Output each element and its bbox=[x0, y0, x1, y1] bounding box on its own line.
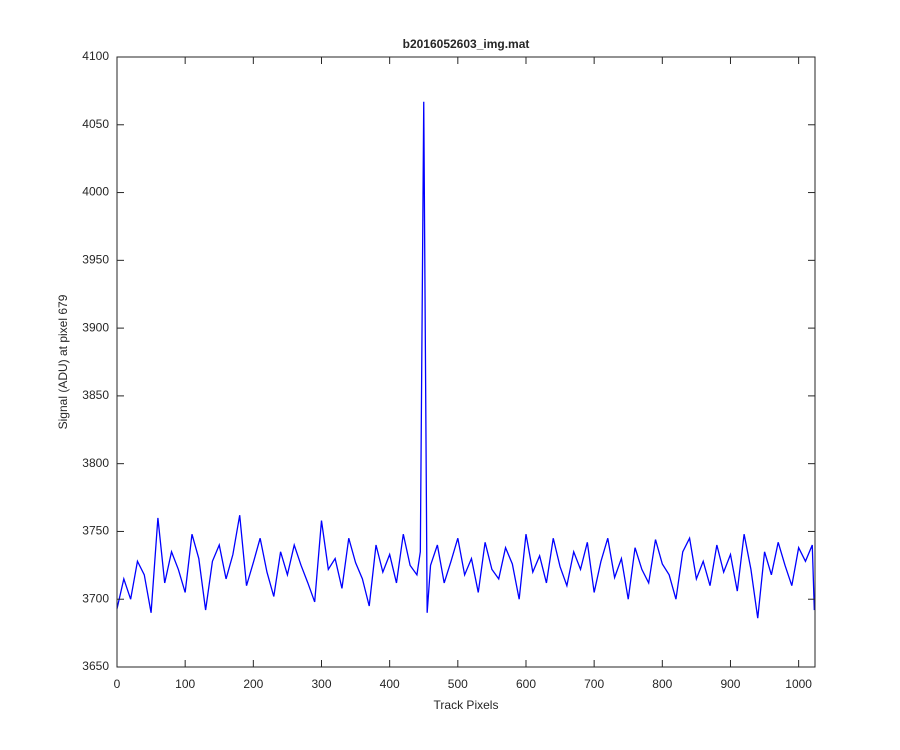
x-tick-label: 700 bbox=[584, 677, 604, 691]
x-tick-label: 200 bbox=[243, 677, 263, 691]
y-tick-label: 3700 bbox=[82, 591, 109, 605]
x-tick-label: 600 bbox=[516, 677, 536, 691]
x-tick-label: 900 bbox=[720, 677, 740, 691]
x-tick-label: 1000 bbox=[785, 677, 812, 691]
plot-box bbox=[116, 56, 816, 668]
y-tick-label: 3750 bbox=[82, 524, 109, 538]
x-axis-label: Track Pixels bbox=[434, 698, 499, 712]
x-tick-label: 800 bbox=[652, 677, 672, 691]
x-tick-label: 100 bbox=[175, 677, 195, 691]
y-tick-label: 3800 bbox=[82, 456, 109, 470]
y-tick-label: 4000 bbox=[82, 185, 109, 199]
y-tick-label: 4050 bbox=[82, 117, 109, 131]
y-tick-label: 3950 bbox=[82, 253, 109, 267]
y-tick-label: 3900 bbox=[82, 320, 109, 334]
y-tick-label: 4100 bbox=[82, 49, 109, 63]
y-axis-label: Signal (ADU) at pixel 679 bbox=[56, 294, 70, 429]
y-tick-label: 3650 bbox=[82, 659, 109, 673]
x-tick-label: 400 bbox=[380, 677, 400, 691]
data-line bbox=[116, 101, 815, 619]
x-tick-label: 0 bbox=[114, 677, 121, 691]
chart-title: b2016052603_img.mat bbox=[403, 37, 530, 51]
y-tick-label: 3850 bbox=[82, 388, 109, 402]
x-tick-label: 500 bbox=[448, 677, 468, 691]
x-tick-label: 300 bbox=[311, 677, 331, 691]
